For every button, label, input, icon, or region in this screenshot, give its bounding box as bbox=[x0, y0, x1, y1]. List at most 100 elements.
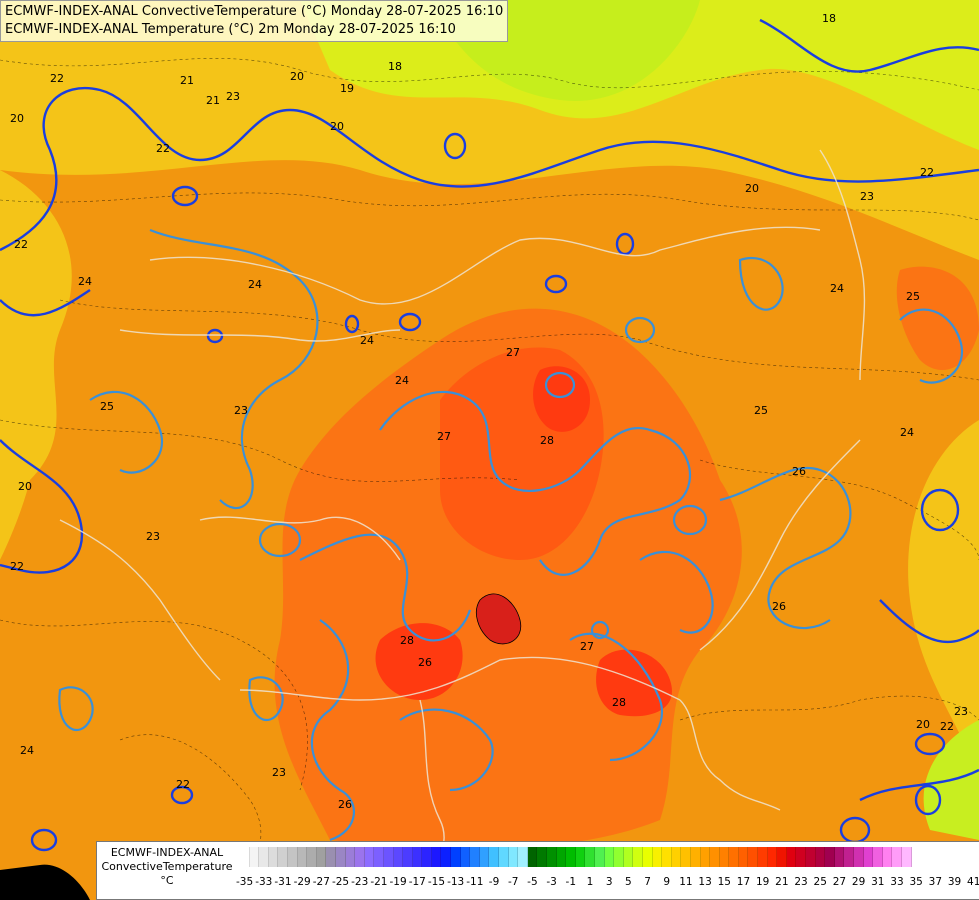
legend-tick-label: -27 bbox=[312, 876, 330, 888]
map-header: ECMWF-INDEX-ANAL ConvectiveTemperature (… bbox=[0, 0, 509, 42]
contour-label: 24 bbox=[830, 282, 844, 295]
legend-tick-label: -33 bbox=[255, 876, 273, 888]
legend-swatch bbox=[633, 847, 643, 867]
legend-tick-labels: -35 -33 -31 -29 -27 -25 -23 -21 -19 -17 -15 -13 -11-… bbox=[235, 876, 979, 888]
legend-swatch bbox=[575, 847, 586, 867]
legend-tick-label: 1 bbox=[586, 876, 594, 888]
legend-swatch bbox=[374, 847, 384, 867]
contour-label: 26 bbox=[772, 600, 786, 613]
legend-swatch bbox=[566, 847, 576, 867]
contour-label: 23 bbox=[234, 404, 248, 417]
contour-label: 24 bbox=[78, 275, 92, 288]
legend-tick-label: -35 bbox=[236, 876, 254, 888]
legend-swatch bbox=[403, 847, 413, 867]
contour-label: 25 bbox=[100, 400, 114, 413]
legend-tick-label: -19 bbox=[389, 876, 407, 888]
legend-tick-label: 15 bbox=[717, 876, 731, 888]
contour-label: 26 bbox=[792, 465, 806, 478]
contour-label: 20 bbox=[330, 120, 344, 133]
legend-swatch bbox=[690, 847, 701, 867]
legend-swatch bbox=[594, 847, 605, 867]
legend-swatch bbox=[815, 847, 826, 867]
legend-swatch bbox=[479, 847, 490, 867]
legend-swatch bbox=[652, 847, 663, 867]
legend-swatch bbox=[355, 847, 365, 867]
legend-swatch bbox=[719, 847, 730, 867]
field-west-yellow bbox=[0, 170, 72, 560]
legend-title: ECMWF-INDEX-ANAL ConvectiveTemperature °… bbox=[101, 846, 233, 888]
legend-swatch bbox=[278, 847, 288, 867]
color-legend: ECMWF-INDEX-ANAL ConvectiveTemperature °… bbox=[96, 841, 979, 900]
legend-tick-label: 19 bbox=[755, 876, 770, 888]
legend-swatch bbox=[700, 847, 711, 867]
legend-swatch bbox=[537, 847, 547, 867]
header-line-temperature: ECMWF-INDEX-ANAL Temperature (°C) 2m Mon… bbox=[5, 22, 456, 37]
contour-label: 28 bbox=[612, 696, 626, 709]
legend-swatch bbox=[767, 847, 778, 867]
legend-swatch bbox=[556, 847, 567, 867]
legend-swatch bbox=[297, 847, 308, 867]
legend-tick-label: 23 bbox=[794, 876, 808, 888]
contour-label: 20 bbox=[916, 718, 930, 731]
contour-label: 23 bbox=[954, 705, 968, 718]
country-borders bbox=[59, 149, 866, 881]
legend-tick-label: -23 bbox=[351, 876, 369, 888]
legend-tick-label: -31 bbox=[274, 876, 292, 888]
contour-label: 21 bbox=[180, 74, 194, 87]
legend-swatch bbox=[748, 847, 759, 867]
contour-label: 20 bbox=[290, 70, 304, 83]
legend-tick-label: -11 bbox=[466, 876, 484, 888]
contour-label: 25 bbox=[754, 404, 768, 417]
legend-tick-label: -25 bbox=[331, 876, 350, 888]
legend-swatch bbox=[508, 847, 519, 867]
legend-tick-label: 3 bbox=[605, 876, 613, 888]
legend-swatch bbox=[268, 847, 279, 867]
contour-label: 24 bbox=[900, 426, 914, 439]
legend-swatch bbox=[863, 847, 874, 867]
contour-label: 22 bbox=[920, 166, 934, 179]
legend-swatch bbox=[393, 847, 404, 867]
field-hot-spot-2 bbox=[596, 649, 672, 717]
contour-label: 22 bbox=[50, 72, 64, 85]
legend-tick-label: -29 bbox=[293, 876, 311, 888]
hatched-cold-pocket bbox=[476, 593, 522, 645]
legend-swatch bbox=[259, 847, 269, 867]
legend-swatch bbox=[892, 847, 902, 867]
legend-tick-label: -21 bbox=[370, 876, 388, 888]
legend-swatch bbox=[738, 847, 749, 867]
legend-swatch bbox=[345, 847, 356, 867]
contour-label: 24 bbox=[395, 374, 409, 387]
legend-color-bar bbox=[240, 847, 912, 867]
legend-swatch bbox=[364, 847, 375, 867]
legend-swatch bbox=[499, 847, 509, 867]
contour-label: 26 bbox=[418, 656, 432, 669]
legend-tick-label: -15 bbox=[427, 876, 446, 888]
legend-swatch bbox=[758, 847, 768, 867]
contour-labels: 18 21 20 19 18 20 22 21 20 20 22 23 24 2… bbox=[10, 12, 968, 811]
cyan-contours bbox=[58, 228, 963, 842]
contour-label: 22 bbox=[14, 238, 28, 251]
contour-label: 23 bbox=[272, 766, 286, 779]
legend-tick-label: 25 bbox=[813, 876, 827, 888]
legend-swatch bbox=[527, 847, 538, 867]
legend-swatch bbox=[287, 847, 298, 867]
legend-swatch bbox=[335, 847, 346, 867]
legend-tick-label: -7 bbox=[507, 876, 519, 888]
legend-swatch bbox=[834, 847, 845, 867]
legend-tick-label: 5 bbox=[625, 876, 632, 888]
contour-label: 28 bbox=[540, 434, 554, 447]
legend-tick-label: -5 bbox=[527, 876, 538, 888]
contour-label: 20 bbox=[18, 480, 32, 493]
legend-swatch bbox=[451, 847, 461, 867]
legend-tick-label: 17 bbox=[736, 876, 751, 888]
contour-label: 23 bbox=[146, 530, 160, 543]
legend-swatch bbox=[383, 847, 394, 867]
contour-label: 22 bbox=[10, 560, 24, 573]
legend-swatch bbox=[806, 847, 816, 867]
legend-tick-label: -13 bbox=[447, 876, 465, 888]
contour-label: 23 bbox=[226, 90, 240, 103]
sea-area bbox=[0, 864, 90, 900]
legend-tick-label: 39 bbox=[947, 876, 962, 888]
legend-title-variable: ConvectiveTemperature bbox=[101, 860, 233, 873]
